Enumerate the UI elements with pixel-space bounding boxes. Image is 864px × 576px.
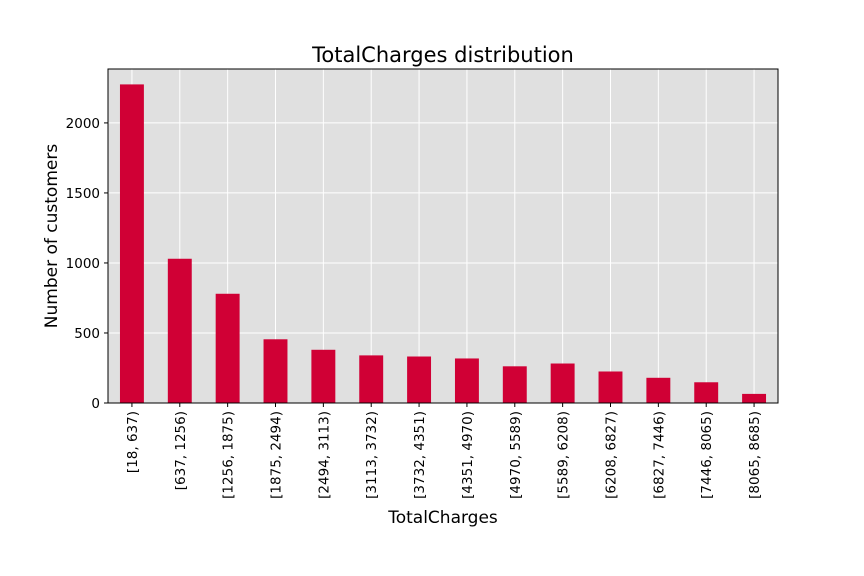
y-tick-label: 500 [74, 326, 100, 342]
x-tick-label: [3732, 4351) [412, 411, 428, 499]
chart-title: TotalCharges distribution [311, 43, 574, 67]
bar [119, 84, 144, 404]
bar [407, 356, 432, 403]
x-tick-label: [4970, 5589) [508, 411, 524, 499]
y-tick-label: 1500 [66, 186, 100, 202]
bar [502, 366, 527, 403]
x-tick-label: [6827, 7446) [651, 411, 667, 499]
bar [550, 363, 575, 403]
x-tick-label: [8065, 8685) [747, 411, 763, 499]
y-axis: 0 500 1000 1500 2000 [66, 116, 108, 412]
y-tick-label: 2000 [66, 116, 100, 132]
bar [454, 358, 479, 403]
bar [215, 293, 240, 403]
y-axis-label: Number of customers [42, 144, 62, 329]
x-tick-label: [1256, 1875) [221, 411, 237, 499]
plot-area [108, 69, 778, 403]
x-tick-label: [1875, 2494) [269, 411, 285, 499]
bar [359, 355, 384, 403]
x-axis-label: TotalCharges [387, 508, 498, 528]
x-tick-label: [637, 1256) [173, 411, 189, 490]
x-tick-label: [2494, 3113) [316, 411, 332, 499]
x-tick-label: [3113, 3732) [364, 411, 380, 499]
plot-frame [107, 68, 779, 404]
bars [119, 84, 767, 404]
bar [311, 349, 336, 403]
bar [263, 339, 288, 403]
bar [167, 258, 192, 403]
bar [742, 393, 767, 403]
x-axis: [18, 637) [637, 1256) [1256, 1875) [1875, 2… [125, 403, 763, 499]
x-tick-label: [18, 637) [125, 411, 141, 473]
x-tick-label: [6208, 6827) [604, 411, 620, 499]
x-tick-label: [5589, 6208) [556, 411, 572, 499]
y-tick-label: 0 [91, 396, 100, 412]
x-tick-label: [4351, 4970) [460, 411, 476, 499]
bar [694, 382, 719, 403]
y-tick-label: 1000 [66, 256, 100, 272]
bar [598, 371, 623, 403]
x-tick-label: [7446, 8065) [699, 411, 715, 499]
bar [646, 377, 671, 403]
